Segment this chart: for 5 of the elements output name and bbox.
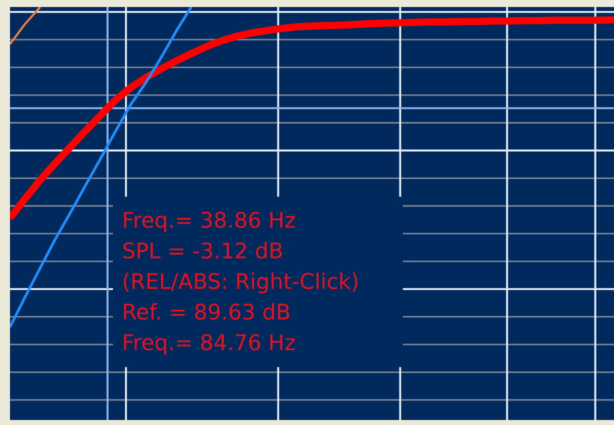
annotation: Freq.= 38.86 Hz: [124, 212, 295, 232]
annotation: (REL/ABS: Right-Click): [124, 272, 358, 294]
annotation: Ref. = 89.63 dB: [124, 303, 290, 320]
annotation: SPL = -3.12 dB: [123, 242, 282, 259]
annotation: Freq.= 84.76 Hz: [124, 334, 295, 355]
